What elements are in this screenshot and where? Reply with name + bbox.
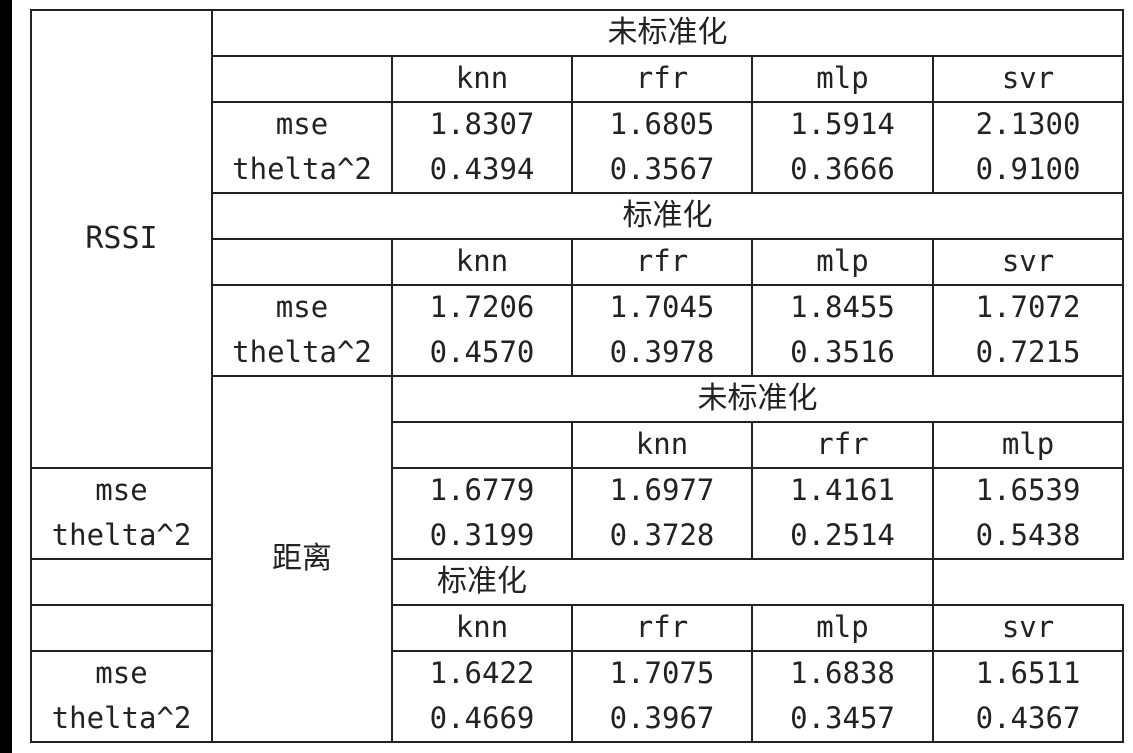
section-title: 未标准化 [210, 9, 1125, 57]
metric-row: thelta^2 0.4394 0.3567 0.3666 0.9100 [31, 147, 1125, 194]
metric-label: mse [211, 100, 393, 148]
model-header: svr [931, 603, 1125, 652]
value-cell: 0.5438 [931, 513, 1125, 560]
metric-row: mse 1.6422 1.7075 1.6838 1.6511 [30, 649, 1125, 697]
model-header-row: knn rfr mlp svr [30, 603, 1125, 652]
value-cell: 1.6805 [571, 100, 753, 148]
model-header-row: knn rfr mlp svr [31, 54, 1125, 103]
metric-label: thelta^2 [30, 696, 213, 743]
value-cell: 0.3978 [571, 330, 753, 377]
model-header-row: knn rfr mlp svr [31, 237, 1125, 286]
results-table: RSSI 未标准化 knn rfr mlp svr mse 1.8307 1.6… [30, 9, 1125, 743]
model-header: svr [931, 237, 1125, 286]
model-header: knn [391, 237, 573, 286]
section-title: 标准化 [210, 192, 1125, 240]
section-title: 标准化 [30, 558, 934, 606]
value-cell: 0.2514 [751, 513, 934, 560]
value-cell: 0.3199 [391, 513, 573, 560]
header-blank-cell [391, 420, 573, 469]
header-blank-cell [211, 54, 393, 103]
value-cell: 0.4367 [931, 696, 1125, 743]
value-cell: 1.4161 [751, 466, 934, 514]
header-blank-cell [30, 603, 213, 652]
value-cell: 0.4394 [391, 147, 573, 194]
model-header: rfr [571, 54, 753, 103]
model-header: rfr [751, 420, 934, 469]
model-header: mlp [751, 237, 934, 286]
metric-label: thelta^2 [30, 513, 213, 560]
value-cell: 0.9100 [931, 147, 1125, 194]
model-header: mlp [931, 420, 1125, 469]
value-cell: 1.6779 [391, 466, 573, 514]
value-cell: 1.6977 [571, 466, 753, 514]
metric-row: mse 1.7206 1.7045 1.8455 1.7072 [31, 283, 1125, 331]
value-cell: 1.8307 [391, 100, 573, 148]
model-header-row: knn rfr mlp svr [31, 420, 1125, 469]
section-title: 未标准化 [390, 375, 1125, 423]
model-header: mlp [751, 603, 934, 652]
value-cell: 0.3666 [751, 147, 934, 194]
metric-label: mse [211, 283, 393, 331]
document-page: RSSI 未标准化 knn rfr mlp svr mse 1.8307 1.6… [12, 0, 1133, 753]
metric-label: mse [30, 466, 213, 514]
section-title-row: 标准化 [30, 558, 1123, 606]
value-cell: 1.7206 [391, 283, 573, 331]
section-title-row: RSSI 未标准化 [30, 9, 1125, 469]
value-cell: 1.8455 [751, 283, 934, 331]
section-title-row: 距离 未标准化 [31, 375, 1125, 743]
metric-label: thelta^2 [211, 330, 393, 377]
metric-row: thelta^2 0.3199 0.3728 0.2514 0.5438 [30, 513, 1125, 560]
value-cell: 0.3457 [751, 696, 934, 743]
model-header: knn [571, 420, 753, 469]
value-cell: 1.5914 [751, 100, 934, 148]
metric-row: mse 1.8307 1.6805 1.5914 2.1300 [31, 100, 1125, 148]
value-cell: 0.3567 [571, 147, 753, 194]
model-header: knn [391, 54, 573, 103]
value-cell: 1.7075 [571, 649, 753, 697]
value-cell: 0.7215 [931, 330, 1125, 377]
model-header: rfr [571, 237, 753, 286]
metric-label: mse [30, 649, 213, 697]
metric-row: mse 1.6779 1.6977 1.4161 1.6539 [30, 466, 1125, 514]
value-cell: 2.1300 [931, 100, 1125, 148]
metric-label: thelta^2 [211, 147, 393, 194]
metric-row: thelta^2 0.4570 0.3978 0.3516 0.7215 [31, 330, 1125, 377]
model-header: svr [931, 54, 1125, 103]
value-cell: 1.6511 [931, 649, 1125, 697]
value-cell: 1.7072 [931, 283, 1125, 331]
model-header: rfr [571, 603, 753, 652]
value-cell: 0.4570 [391, 330, 573, 377]
section-title-row: 标准化 [31, 192, 1125, 240]
value-cell: 0.3728 [571, 513, 753, 560]
model-header: knn [391, 603, 573, 652]
value-cell: 0.3516 [751, 330, 934, 377]
value-cell: 0.4669 [391, 696, 573, 743]
value-cell: 1.7045 [571, 283, 753, 331]
value-cell: 0.3967 [571, 696, 753, 743]
value-cell: 1.6422 [391, 649, 573, 697]
value-cell: 1.6838 [751, 649, 934, 697]
model-header: mlp [751, 54, 934, 103]
metric-row: thelta^2 0.4669 0.3967 0.3457 0.4367 [30, 696, 1125, 743]
header-blank-cell [211, 237, 393, 286]
value-cell: 1.6539 [931, 466, 1125, 514]
group-label: RSSI [30, 9, 213, 469]
